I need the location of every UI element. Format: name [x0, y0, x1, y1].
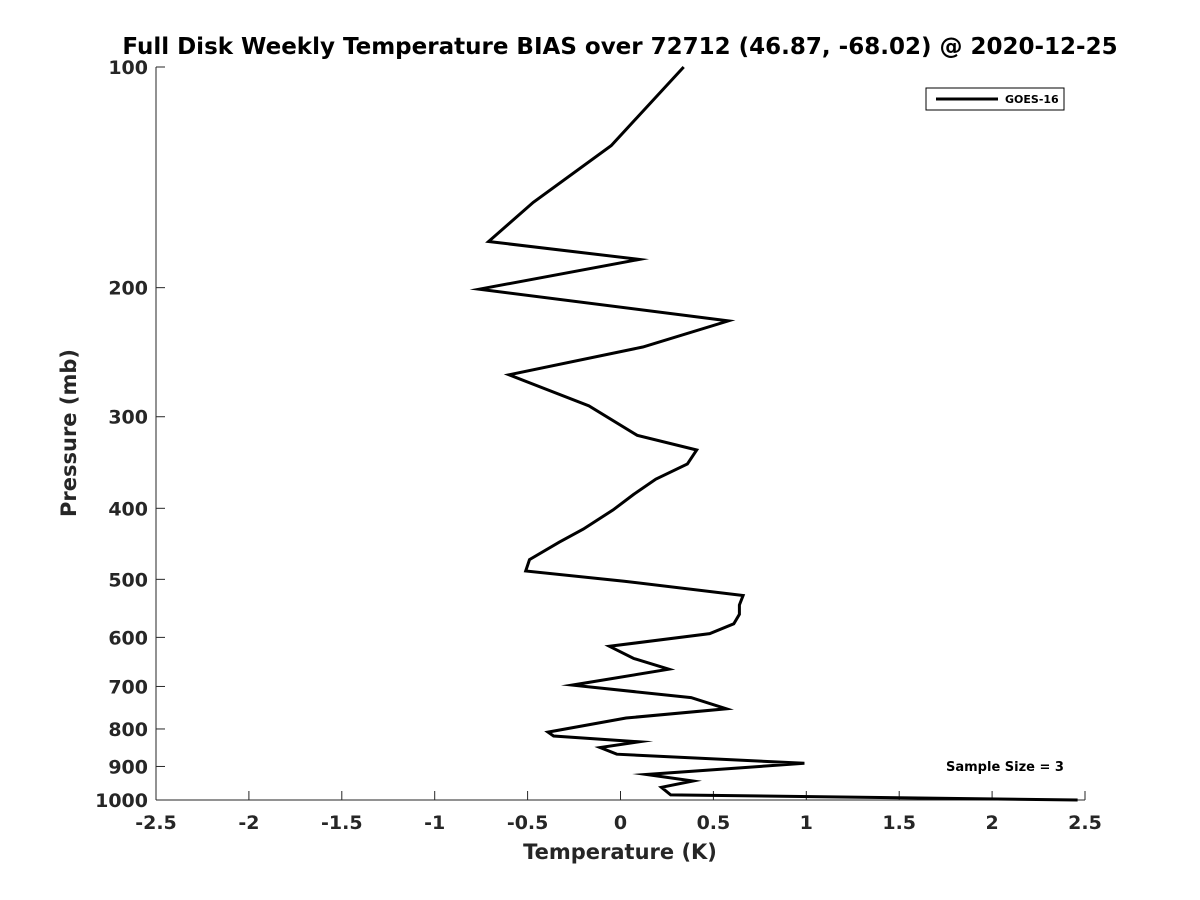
- y-tick-label: 800: [108, 719, 148, 741]
- sample-size-annotation: Sample Size = 3: [946, 760, 1064, 775]
- x-tick-label: 0.5: [697, 812, 731, 834]
- legend-label-goes-16: GOES-16: [1005, 93, 1059, 106]
- x-axis-label: Temperature (K): [523, 840, 717, 864]
- x-tick-label: 2.5: [1068, 812, 1102, 834]
- x-tick-label: 0: [614, 812, 627, 834]
- y-tick-label: 900: [108, 756, 148, 778]
- x-tick-label: -2: [238, 812, 259, 834]
- chart-title: Full Disk Weekly Temperature BIAS over 7…: [122, 34, 1117, 60]
- x-tick-label: 1.5: [882, 812, 916, 834]
- y-axis-ticks: 100 200 300 400 500 600 700 800 900 1000: [95, 57, 165, 812]
- y-tick-label: 400: [108, 498, 148, 520]
- series-line-goes-16: [469, 65, 1078, 802]
- y-tick-label: 300: [108, 407, 148, 429]
- y-axis-label: Pressure (mb): [57, 349, 81, 517]
- y-tick-label: 700: [108, 676, 148, 698]
- legend: GOES-16: [925, 87, 1065, 111]
- series-layer: [469, 65, 1078, 802]
- x-tick-label: -1: [424, 812, 445, 834]
- y-tick-label: 200: [108, 278, 148, 300]
- y-tick-label: 500: [108, 569, 148, 591]
- x-tick-label: -2.5: [135, 812, 177, 834]
- y-tick-label: 600: [108, 627, 148, 649]
- x-tick-label: -0.5: [507, 812, 549, 834]
- x-tick-label: -1.5: [321, 812, 363, 834]
- y-tick-label: 100: [108, 57, 148, 79]
- x-axis-ticks: -2.5 -2 -1.5 -1 -0.5 0 0.5 1 1.5 2 2.5: [135, 791, 1102, 834]
- x-tick-label: 1: [800, 812, 813, 834]
- y-tick-label: 1000: [95, 790, 148, 812]
- x-tick-label: 2: [985, 812, 998, 834]
